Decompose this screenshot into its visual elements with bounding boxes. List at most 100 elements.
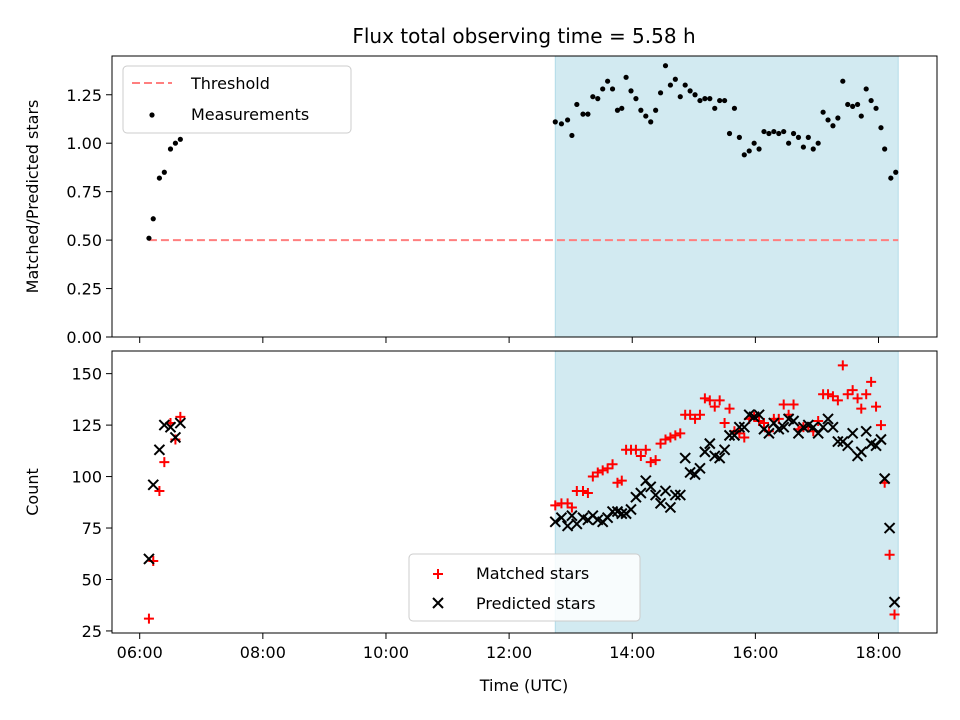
legend-matched-swatch — [433, 569, 443, 579]
legend-measurements-swatch — [149, 112, 155, 118]
x-tick-label: 06:00 — [117, 643, 163, 662]
measurement-point — [805, 134, 811, 140]
predicted-stars-point — [143, 553, 155, 565]
y-axis-label: Count — [23, 468, 42, 516]
predicted-stars-point — [659, 485, 672, 497]
measurement-point — [595, 96, 601, 102]
measurement-point — [854, 101, 861, 108]
measurement-point — [609, 86, 616, 92]
measurement-point — [766, 130, 772, 137]
measurement-point — [558, 121, 565, 127]
matched-stars-point — [719, 418, 730, 429]
matched-stars-point — [675, 428, 686, 439]
predicted-stars-point — [625, 503, 637, 516]
measurement-point — [643, 113, 649, 119]
matched-stars-point — [852, 393, 863, 404]
x-tick-label: 16:00 — [732, 643, 778, 662]
predicted-stars-point — [842, 439, 854, 452]
predicted-stars-point — [704, 437, 716, 450]
legend-box — [122, 65, 352, 134]
measurement-point — [726, 130, 733, 137]
axes-frame — [111, 350, 938, 634]
y-tick-label: 50 — [82, 570, 102, 589]
predicted-stars-point — [846, 427, 859, 440]
y-tick-label: 75 — [82, 519, 102, 538]
y-tick-label: 1.25 — [66, 86, 102, 105]
measurement-point — [177, 136, 183, 142]
measurement-point — [146, 235, 152, 241]
matched-stars-point — [823, 389, 834, 400]
predicted-stars-point — [649, 489, 662, 501]
y-tick-label: 100 — [71, 468, 102, 487]
matched-stars-point — [724, 403, 735, 414]
measurement-point — [888, 175, 894, 181]
measurement-point — [564, 117, 571, 123]
matched-stars-point — [709, 401, 720, 412]
matched-stars-point — [889, 609, 900, 620]
measurement-point — [600, 86, 606, 92]
matched-stars-point — [714, 395, 725, 406]
measurement-point — [845, 101, 851, 108]
measurement-point — [150, 216, 156, 222]
matched-stars-point — [739, 432, 750, 443]
legend: Threshold Measurements — [122, 65, 352, 134]
y-tick-label: 0.50 — [66, 231, 102, 250]
matched-stars-point — [635, 450, 646, 461]
measurement-point — [786, 140, 792, 146]
measurement-point — [835, 115, 841, 121]
matched-stars-point — [640, 444, 651, 455]
series-matched-stars — [143, 360, 900, 624]
measurement-point — [761, 128, 767, 135]
legend: Matched stars Predicted stars — [408, 553, 641, 622]
measurement-point — [667, 82, 674, 88]
predicted-stars-point — [654, 497, 667, 510]
matched-stars-point — [788, 399, 799, 410]
matched-stars-point — [582, 488, 593, 499]
predicted-stars-point — [723, 429, 736, 442]
measurement-point — [736, 134, 742, 140]
matched-stars-point — [607, 459, 618, 470]
series-measurements — [146, 63, 899, 241]
predicted-stars-point — [616, 507, 628, 520]
predicted-stars-point — [817, 421, 829, 433]
measurement-point — [574, 101, 580, 108]
matched-stars-point — [884, 549, 895, 560]
panel-top: 0.00 0.25 0.50 0.75 1.00 1.25 Matched/Predicte… — [23, 55, 938, 347]
predicted-stars-point — [669, 489, 682, 501]
predicted-stars-point — [875, 433, 887, 446]
predicted-stars-point — [718, 444, 731, 456]
measurement-point — [614, 107, 621, 113]
predicted-stars-point — [153, 444, 166, 456]
measurement-point — [800, 144, 806, 150]
matched-stars-point — [875, 420, 886, 431]
matched-stars-point — [813, 415, 824, 426]
panel-bottom: 25 50 75 100 125 150 06:00 08:00 10:00 12:00 14:00… — [23, 350, 938, 662]
measurement-point — [648, 119, 654, 125]
matched-stars-point — [699, 393, 710, 404]
measurement-point — [790, 130, 797, 137]
measurement-point — [662, 63, 669, 69]
matched-stars-point — [630, 444, 641, 455]
predicted-stars-point — [164, 421, 177, 433]
legend-measurements-label: Measurements — [191, 105, 309, 124]
measurement-point — [657, 90, 664, 96]
y-tick-label: 125 — [71, 416, 102, 435]
matched-stars-point — [660, 434, 671, 445]
y-tick-label: 25 — [82, 622, 102, 641]
measurement-point — [830, 123, 836, 129]
matched-stars-point — [143, 613, 154, 624]
measurement-point — [552, 119, 558, 125]
measurement-point — [638, 107, 644, 113]
measurement-point — [795, 134, 802, 140]
axes-frame — [111, 55, 938, 338]
predicted-stars-point — [699, 446, 711, 458]
predicted-stars-point — [738, 421, 751, 433]
measurement-point — [672, 76, 678, 82]
measurement-point — [692, 92, 698, 98]
measurement-point — [756, 146, 762, 152]
measurement-point — [776, 130, 782, 137]
predicted-stars-point — [566, 509, 578, 522]
predicted-stars-point — [753, 409, 765, 421]
matched-stars-point — [154, 485, 165, 496]
predicted-stars-point — [860, 425, 872, 437]
